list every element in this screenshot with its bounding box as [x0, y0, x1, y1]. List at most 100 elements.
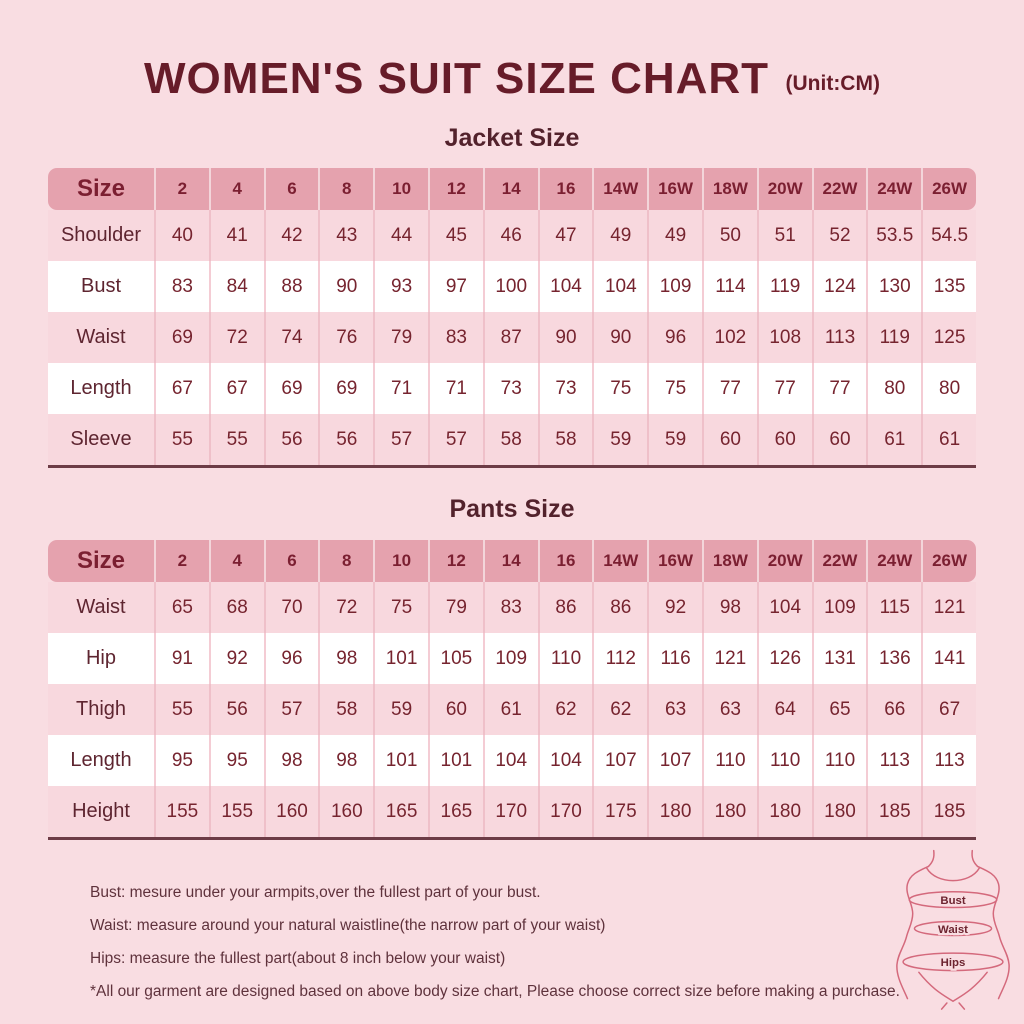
table-header-row: Size 2 4 6 8 10 12 14 16 14W 16W 18W 20W 22W 24W 26W — [48, 540, 976, 582]
value-cell: 121 — [701, 633, 757, 684]
value-cell: 109 — [811, 582, 867, 633]
value-cell: 170 — [482, 786, 538, 837]
value-cell: 49 — [647, 210, 702, 261]
value-cell: 63 — [701, 684, 757, 735]
value-cell: 100 — [482, 261, 538, 312]
value-cell: 109 — [647, 261, 702, 312]
value-cell: 60 — [811, 414, 867, 465]
value-cell: 59 — [373, 684, 428, 735]
value-cell: 91 — [154, 633, 209, 684]
value-cell: 57 — [427, 414, 483, 465]
value-cell: 102 — [701, 312, 757, 363]
page-title: WOMEN'S SUIT SIZE CHART — [144, 54, 770, 103]
value-cell: 69 — [318, 363, 373, 414]
value-cell: 58 — [318, 684, 373, 735]
value-cell: 96 — [263, 633, 319, 684]
value-cell: 71 — [427, 363, 483, 414]
table-row: Length 95 95 98 98 101 101 104 104 107 107 110 110 11… — [48, 735, 976, 786]
value-cell: 80 — [866, 363, 921, 414]
size-column-header: 20W — [756, 168, 812, 210]
size-column-header: 22W — [811, 168, 867, 210]
value-cell: 77 — [811, 363, 867, 414]
value-cell: 60 — [756, 414, 812, 465]
value-cell: 86 — [592, 582, 647, 633]
value-cell: 56 — [318, 414, 373, 465]
row-label-cell: Sleeve — [70, 428, 132, 450]
row-label-cell: Waist — [76, 596, 126, 618]
value-cell: 55 — [154, 414, 209, 465]
value-cell: 74 — [263, 312, 319, 363]
value-cell: 72 — [208, 312, 264, 363]
pants-size-table: Size 2 4 6 8 10 12 14 16 14W 16W 18W 20W 22W 24W 26W Wai… — [48, 540, 976, 840]
value-cell: 180 — [756, 786, 812, 837]
value-cell: 76 — [318, 312, 373, 363]
table-row: Waist 65 68 70 72 75 79 83 86 86 92 98 104 109 115 121 — [48, 582, 976, 633]
size-column-header: 10 — [373, 540, 428, 582]
value-cell: 121 — [921, 582, 976, 633]
value-cell: 155 — [208, 786, 264, 837]
table-row: Waist 69 72 74 76 79 83 87 90 90 96 102 108 113 119 125 — [48, 312, 976, 363]
value-cell: 67 — [154, 363, 209, 414]
value-cell: 56 — [208, 684, 264, 735]
size-column-header: 18W — [701, 540, 757, 582]
size-column-header: 16W — [647, 540, 702, 582]
value-cell: 155 — [154, 786, 209, 837]
size-column-header: 16W — [647, 168, 702, 210]
measurement-notes: Bust: mesure under your armpits,over the… — [0, 849, 1024, 1010]
value-cell: 58 — [482, 414, 538, 465]
size-header-cell: Size — [76, 547, 126, 574]
value-cell: 72 — [318, 582, 373, 633]
value-cell: 113 — [811, 312, 867, 363]
value-cell: 88 — [263, 261, 319, 312]
size-column-header: 10 — [373, 168, 428, 210]
value-cell: 175 — [592, 786, 647, 837]
value-cell: 90 — [318, 261, 373, 312]
value-cell: 66 — [866, 684, 921, 735]
value-cell: 69 — [263, 363, 319, 414]
note-line: Hips: measure the fullest part(about 8 i… — [90, 950, 506, 967]
size-column-header: 16 — [537, 168, 593, 210]
value-cell: 84 — [208, 261, 264, 312]
value-cell: 60 — [427, 684, 483, 735]
value-cell: 119 — [866, 312, 921, 363]
row-label-cell: Hip — [85, 647, 116, 669]
value-cell: 126 — [756, 633, 812, 684]
size-column-header: 12 — [427, 540, 483, 582]
value-cell: 53.5 — [866, 210, 921, 261]
value-cell: 65 — [811, 684, 867, 735]
value-cell: 93 — [373, 261, 428, 312]
value-cell: 135 — [921, 261, 976, 312]
value-cell: 104 — [537, 735, 593, 786]
size-column-header: 24W — [866, 168, 921, 210]
table-row: Bust 83 84 88 90 93 97 100 104 104 109 114 119 124 130… — [48, 261, 976, 312]
value-cell: 114 — [701, 261, 757, 312]
row-label-cell: Bust — [80, 275, 122, 297]
table-row: Hip 91 92 96 98 101 105 109 110 112 116 121 126 131 13… — [48, 633, 976, 684]
notes-list: Bust: mesure under your armpits,over the… — [90, 884, 1024, 1000]
value-cell: 69 — [154, 312, 209, 363]
value-cell: 83 — [427, 312, 483, 363]
size-column-header: 16 — [537, 540, 593, 582]
bust-label: Bust — [940, 895, 965, 907]
value-cell: 107 — [647, 735, 702, 786]
value-cell: 42 — [263, 210, 319, 261]
size-column-header: 8 — [318, 168, 373, 210]
value-cell: 79 — [373, 312, 428, 363]
value-cell: 165 — [427, 786, 483, 837]
row-label-cell: Thigh — [75, 698, 127, 720]
value-cell: 125 — [921, 312, 976, 363]
value-cell: 95 — [208, 735, 264, 786]
value-cell: 119 — [756, 261, 812, 312]
value-cell: 92 — [647, 582, 702, 633]
jacket-size-heading: Jacket Size — [444, 124, 580, 152]
value-cell: 49 — [592, 210, 647, 261]
value-cell: 77 — [756, 363, 812, 414]
note-line: Bust: mesure under your armpits,over the… — [90, 884, 541, 901]
size-column-header: 2 — [154, 540, 209, 582]
value-cell: 97 — [427, 261, 483, 312]
value-cell: 104 — [482, 735, 538, 786]
value-cell: 92 — [208, 633, 264, 684]
size-column-header: 4 — [208, 168, 264, 210]
value-cell: 98 — [263, 735, 319, 786]
